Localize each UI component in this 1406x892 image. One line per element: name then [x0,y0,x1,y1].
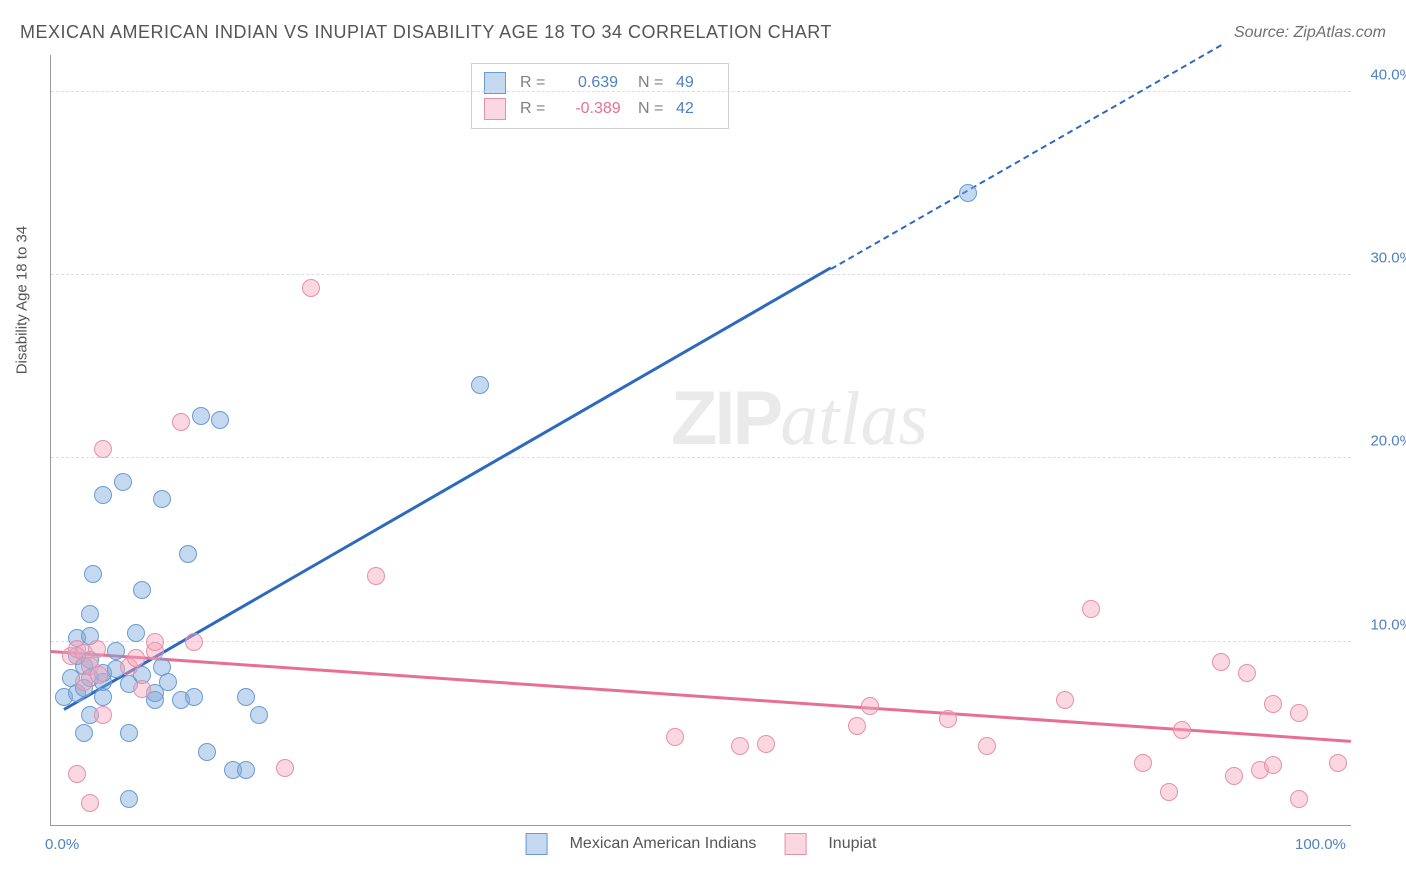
data-point [179,545,197,563]
data-point [1290,790,1308,808]
data-point [1264,756,1282,774]
grid-line [51,274,1351,275]
x-tick-label: 100.0% [1295,836,1346,853]
grid-line [51,457,1351,458]
data-point [127,624,145,642]
grid-line [51,91,1351,92]
data-point [153,490,171,508]
data-point [107,642,125,660]
plot-area: ZIPatlas R = 0.639 N = 49 R = -0.389 N =… [50,55,1351,826]
data-point [1212,653,1230,671]
data-point [159,673,177,691]
trend-line [831,44,1222,269]
data-point [192,407,210,425]
data-point [471,376,489,394]
data-point [959,184,977,202]
data-point [185,688,203,706]
data-point [120,790,138,808]
data-point [133,680,151,698]
data-point [1329,754,1347,772]
y-tick-label: 20.0% [1370,433,1406,450]
y-tick-label: 10.0% [1370,616,1406,633]
legend-item-series2: Inupiat [784,833,876,855]
data-point [94,706,112,724]
data-point [1082,600,1100,618]
data-point [94,486,112,504]
grid-line [51,641,1351,642]
data-point [1264,695,1282,713]
data-point [114,473,132,491]
data-point [302,279,320,297]
n-value: 42 [676,100,716,118]
data-point [172,413,190,431]
y-tick-label: 30.0% [1370,250,1406,267]
data-point [1238,664,1256,682]
chart-source: Source: ZipAtlas.com [1234,24,1386,42]
data-point [1173,721,1191,739]
data-point [978,737,996,755]
data-point [90,666,108,684]
legend-row-series1: R = 0.639 N = 49 [484,70,716,96]
y-tick-label: 40.0% [1370,66,1406,83]
data-point [198,743,216,761]
data-point [276,759,294,777]
data-point [1056,691,1074,709]
x-tick-label: 0.0% [45,836,79,853]
data-point [848,717,866,735]
data-point [1225,767,1243,785]
data-point [757,735,775,753]
swatch-icon [526,833,548,855]
data-point [1134,754,1152,772]
data-point [146,633,164,651]
data-point [1290,704,1308,722]
legend-row-series2: R = -0.389 N = 42 [484,96,716,122]
swatch-icon [784,833,806,855]
data-point [939,710,957,728]
y-axis-title: Disability Age 18 to 34 [14,226,31,374]
data-point [81,605,99,623]
data-point [367,567,385,585]
data-point [666,728,684,746]
data-point [185,633,203,651]
data-point [88,640,106,658]
swatch-icon [484,98,506,120]
data-point [237,688,255,706]
watermark: ZIPatlas [671,375,928,463]
data-point [250,706,268,724]
data-point [81,794,99,812]
data-point [94,440,112,458]
r-value: 0.639 [558,74,638,92]
data-point [120,724,138,742]
legend-item-series1: Mexican American Indians [526,833,757,855]
n-value: 49 [676,74,716,92]
data-point [75,724,93,742]
data-point [237,761,255,779]
series-legend: Mexican American Indians Inupiat [526,833,877,855]
chart-container: MEXICAN AMERICAN INDIAN VS INUPIAT DISAB… [0,0,1406,892]
trend-line [63,267,831,711]
data-point [127,649,145,667]
correlation-legend: R = 0.639 N = 49 R = -0.389 N = 42 [471,63,729,129]
data-point [133,581,151,599]
data-point [1160,783,1178,801]
r-value: -0.389 [558,100,638,118]
data-point [84,565,102,583]
data-point [211,411,229,429]
data-point [68,765,86,783]
data-point [731,737,749,755]
data-point [861,697,879,715]
chart-title: MEXICAN AMERICAN INDIAN VS INUPIAT DISAB… [20,22,832,43]
